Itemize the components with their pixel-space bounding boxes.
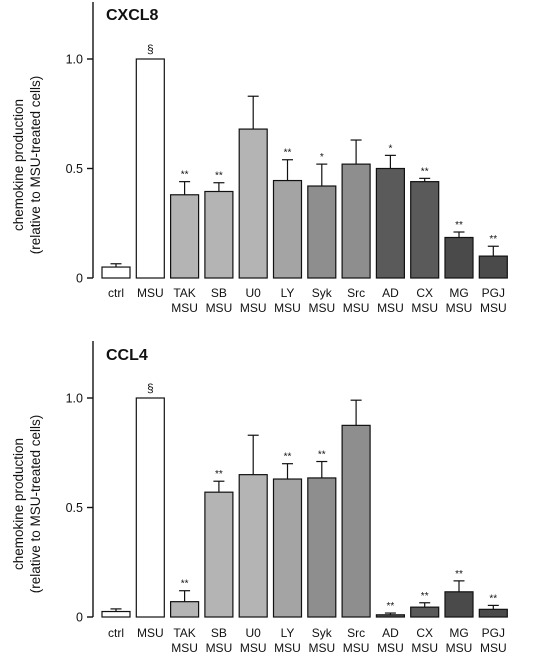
x-category-sublabel: MSU <box>206 301 233 315</box>
significance-marker: ** <box>421 166 429 177</box>
significance-marker: ** <box>455 220 463 231</box>
x-category-label: Syk <box>312 626 333 640</box>
significance-marker: ** <box>215 171 223 182</box>
bar <box>272 478 303 618</box>
y-tick-label: 0.5 <box>66 162 83 176</box>
x-category-sublabel: MSU <box>274 301 301 315</box>
x-category-label: PGJ <box>482 286 505 300</box>
x-category-label: ctrl <box>108 626 124 640</box>
bar <box>478 255 508 279</box>
x-category-label: MG <box>449 626 468 640</box>
bar <box>101 266 131 279</box>
bar <box>135 397 165 618</box>
x-category-label: U0 <box>246 286 262 300</box>
y-tick-label: 0 <box>76 272 83 286</box>
x-category-label: TAK <box>173 286 195 300</box>
bar <box>101 610 131 618</box>
x-category-sublabel: MSU <box>377 301 404 315</box>
y-axis-label-line2: (relative to MSU-treated cells) <box>28 415 43 594</box>
x-category-label: AD <box>382 286 399 300</box>
bar <box>307 477 337 618</box>
significance-marker: ** <box>489 593 497 604</box>
x-category-sublabel: MSU <box>308 641 335 655</box>
bar <box>375 167 405 279</box>
x-category-sublabel: MSU <box>480 641 507 655</box>
y-tick-label: 0 <box>76 611 83 625</box>
bar <box>341 163 371 279</box>
x-category-sublabel: MSU <box>343 641 370 655</box>
significance-marker: ** <box>284 148 292 159</box>
x-category-label: SB <box>211 626 227 640</box>
significance-marker: ** <box>181 170 189 181</box>
bar <box>272 179 303 279</box>
bar <box>170 194 200 279</box>
x-category-sublabel: MSU <box>343 301 370 315</box>
significance-marker: * <box>388 143 392 154</box>
x-category-label: MG <box>449 286 468 300</box>
y-axis-label-line1: chemokine production <box>11 99 26 231</box>
x-category-label: CX <box>416 626 433 640</box>
x-category-sublabel: MSU <box>446 641 473 655</box>
y-axis-label-line1: chemokine production <box>11 438 26 570</box>
x-category-sublabel: MSU <box>240 301 267 315</box>
significance-marker: ** <box>489 234 497 245</box>
y-tick-label: 1.0 <box>66 53 83 67</box>
bar <box>375 614 405 618</box>
x-category-sublabel: MSU <box>274 641 301 655</box>
significance-marker: ** <box>421 591 429 602</box>
significance-marker: ** <box>181 579 189 590</box>
bar <box>444 591 474 618</box>
x-category-label: LY <box>281 286 295 300</box>
significance-marker: § <box>147 381 154 395</box>
bar <box>238 128 268 279</box>
x-category-label: TAK <box>173 626 195 640</box>
bar <box>410 181 440 279</box>
x-category-label: LY <box>281 626 295 640</box>
x-category-label: MSU <box>137 626 164 640</box>
x-category-label: ctrl <box>108 286 124 300</box>
x-category-label: MSU <box>137 286 164 300</box>
x-category-sublabel: MSU <box>446 301 473 315</box>
bar <box>204 190 234 279</box>
x-category-label: SB <box>211 286 227 300</box>
y-axis-label-line2: (relative to MSU-treated cells) <box>28 76 43 255</box>
significance-marker: ** <box>318 450 326 461</box>
bar <box>478 608 508 618</box>
significance-marker: ** <box>215 469 223 480</box>
bar <box>341 424 371 618</box>
x-category-sublabel: MSU <box>480 301 507 315</box>
significance-marker: ** <box>387 601 395 612</box>
y-tick-label: 1.0 <box>66 392 83 406</box>
bar <box>238 474 268 618</box>
x-category-label: PGJ <box>482 626 505 640</box>
significance-marker: ** <box>455 569 463 580</box>
x-category-label: CX <box>416 286 433 300</box>
x-category-label: Src <box>347 286 365 300</box>
significance-marker: ** <box>284 452 292 463</box>
x-category-label: AD <box>382 626 399 640</box>
chart-title: CXCL8 <box>106 7 159 24</box>
x-category-sublabel: MSU <box>171 641 198 655</box>
x-category-sublabel: MSU <box>411 641 438 655</box>
bar <box>444 236 474 279</box>
bar <box>135 58 165 279</box>
significance-marker: § <box>147 42 154 56</box>
bar <box>410 606 440 618</box>
x-category-sublabel: MSU <box>240 641 267 655</box>
x-category-sublabel: MSU <box>411 301 438 315</box>
y-tick-label: 0.5 <box>66 501 83 515</box>
bar <box>307 185 337 279</box>
x-category-label: U0 <box>246 626 262 640</box>
x-category-label: Syk <box>312 286 333 300</box>
bar <box>204 491 234 618</box>
bar <box>170 601 200 618</box>
x-category-sublabel: MSU <box>308 301 335 315</box>
x-category-sublabel: MSU <box>377 641 404 655</box>
x-category-sublabel: MSU <box>206 641 233 655</box>
significance-marker: * <box>320 152 324 163</box>
x-category-label: Src <box>347 626 365 640</box>
chart-title: CCL4 <box>106 347 148 364</box>
x-category-sublabel: MSU <box>171 301 198 315</box>
